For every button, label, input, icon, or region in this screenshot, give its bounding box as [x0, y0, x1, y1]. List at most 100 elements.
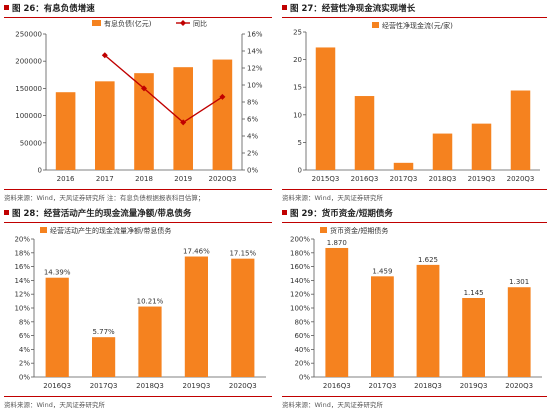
x-tick-label: 2018Q3 — [429, 175, 457, 183]
y-tick-label: 40% — [294, 346, 310, 354]
bar — [471, 123, 492, 170]
title-marker-icon — [4, 5, 9, 10]
chart-svg: 0 50000 100000 150000 200000 250000 0% 2% 4% 6% 8%… — [15, 20, 263, 183]
y2-tick-label: 14% — [247, 48, 263, 56]
x-tick-label: 2019Q3 — [468, 175, 496, 183]
bar — [212, 59, 233, 170]
legend-label: 有息负债(亿元) — [104, 20, 152, 28]
data-label: 1.301 — [509, 278, 529, 286]
y2-tick-label: 12% — [247, 65, 263, 73]
chart-title: 图 28：经营活动产生的现金流量净额/带息债务 — [4, 207, 272, 223]
y-tick-label: 150000 — [15, 85, 42, 93]
title-marker-icon — [282, 210, 287, 215]
bar — [134, 73, 154, 170]
series-line — [104, 54, 223, 124]
y-tick-label: 200% — [290, 236, 310, 244]
y-tick-label: 60% — [294, 332, 310, 340]
x-tick-label: 2020Q3 — [229, 382, 257, 390]
y-tick-label: 14% — [14, 277, 30, 285]
y-tick-label: 16% — [14, 263, 30, 271]
x-tick-label: 2019Q3 — [183, 382, 211, 390]
bar — [231, 258, 255, 377]
x-tick-label: 2020Q3 — [209, 175, 237, 183]
x-tick-label: 2020Q3 — [505, 382, 533, 390]
chart-panel-interest-debt: 图 26：有息负债增速 0 50000 100000 150000 200000 2500… — [4, 2, 272, 202]
y-tick-label: 100% — [290, 305, 310, 313]
chart-panel-cashflow-to-debt: 图 28：经营活动产生的现金流量净额/带息债务 0% 2% 4% 6% 8% 10% 12%… — [4, 207, 272, 409]
legend-swatch-bar — [92, 20, 101, 26]
y-tick-label: 4% — [19, 346, 30, 354]
bar — [510, 90, 531, 170]
y2-tick-label: 6% — [247, 116, 258, 124]
y-tick-label: 5 — [298, 139, 302, 147]
line-marker — [101, 52, 108, 59]
bar — [432, 133, 453, 170]
data-label: 1.870 — [327, 239, 347, 247]
chart-svg: 0% 20% 40% 60% 80% 100% 120% 140% 160% 180% 200% 20… — [290, 226, 542, 390]
x-tick-label: 2019Q3 — [460, 382, 488, 390]
y-tick-label: 18% — [14, 249, 30, 257]
y-tick-label: 10 — [293, 111, 302, 119]
y-tick-label: 0% — [19, 374, 30, 382]
bar — [507, 287, 531, 377]
data-label: 14.39% — [44, 269, 71, 277]
chart-source: 资料来源：Wind，天风证券研究所 — [4, 396, 272, 409]
chart-panel-operating-cashflow: 图 27：经营性净现金流实现增长 0 5 10 15 20 25 2015Q3 2016Q3 2… — [282, 2, 547, 202]
y-tick-label: 6% — [19, 332, 30, 340]
x-tick-label: 2019 — [174, 175, 192, 183]
x-tick-label: 2015Q3 — [312, 175, 340, 183]
legend-swatch-bar — [320, 227, 327, 233]
x-tick-label: 2018Q3 — [136, 382, 164, 390]
y-tick-label: 0 — [38, 167, 42, 175]
bar — [173, 67, 193, 170]
legend-label: 经营活动产生的现金流量净额/带息债务 — [50, 226, 171, 235]
bar — [371, 276, 394, 377]
y-tick-label: 20 — [293, 56, 302, 64]
x-tick-label: 2018Q3 — [414, 382, 442, 390]
y-tick-label: 12% — [14, 291, 30, 299]
y2-tick-label: 8% — [247, 99, 258, 107]
bar — [184, 256, 208, 377]
legend-label: 同比 — [193, 20, 207, 28]
y-tick-label: 120% — [290, 291, 310, 299]
bar — [325, 247, 349, 377]
x-tick-label: 2017Q3 — [390, 175, 418, 183]
bar — [95, 81, 115, 170]
bar — [55, 92, 76, 170]
bar — [354, 96, 375, 170]
bar — [45, 277, 69, 377]
x-tick-label: 2017Q3 — [369, 382, 397, 390]
y-tick-label: 180% — [290, 249, 310, 257]
title-marker-icon — [4, 210, 9, 215]
bar — [138, 306, 162, 377]
line-marker — [180, 119, 187, 126]
y2-tick-label: 4% — [247, 133, 258, 141]
y2-tick-label: 16% — [247, 31, 263, 39]
chart-source: 资料来源：Wind，天风证券研究所 — [282, 189, 547, 202]
x-tick-label: 2017 — [96, 175, 114, 183]
chart-svg: 0% 2% 4% 6% 8% 10% 12% 14% 16% 18% 20% 2016Q3 14.39%… — [14, 226, 266, 390]
chart-title: 图 27：经营性净现金流实现增长 — [282, 2, 547, 18]
title-marker-icon — [282, 5, 287, 10]
legend-swatch-bar — [40, 227, 47, 233]
data-label: 1.459 — [372, 267, 392, 275]
chart-title: 图 29：货币资金/短期债务 — [282, 207, 547, 223]
y-tick-label: 0 — [298, 167, 302, 175]
y-tick-label: 2% — [19, 360, 30, 368]
y-tick-label: 200000 — [15, 58, 42, 66]
data-label: 17.15% — [229, 250, 256, 258]
x-tick-label: 2016Q3 — [323, 382, 351, 390]
data-label: 1.145 — [464, 289, 484, 297]
data-label: 1.625 — [418, 256, 438, 264]
x-tick-label: 2016 — [57, 175, 75, 183]
x-tick-label: 2018 — [135, 175, 153, 183]
legend-label: 经营性净现金流(元/家) — [382, 21, 453, 30]
y-tick-label: 160% — [290, 263, 310, 271]
legend-swatch-bar — [372, 22, 379, 28]
y-tick-label: 10% — [14, 305, 30, 313]
y-tick-label: 15 — [293, 84, 302, 92]
data-label: 17.46% — [183, 248, 210, 256]
chart-source: 资料来源：Wind，天风证券研究所 注：有息负债根据报表科目估算； — [4, 189, 272, 202]
bar — [92, 337, 116, 377]
x-tick-label: 2017Q3 — [90, 382, 118, 390]
